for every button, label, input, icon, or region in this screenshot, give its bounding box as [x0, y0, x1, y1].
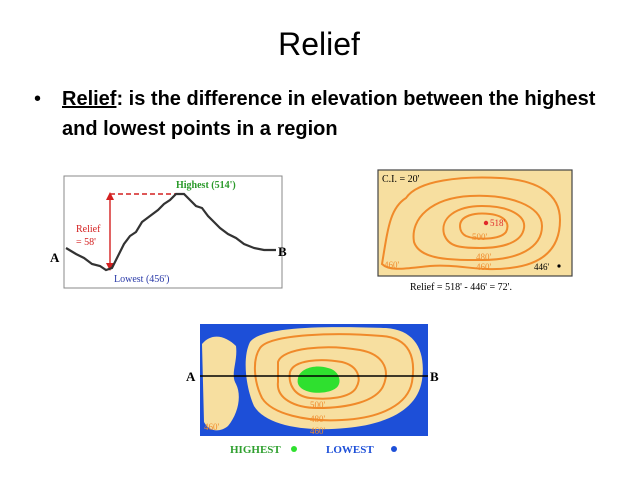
highest-legend-label: HIGHEST [230, 444, 281, 456]
contour-line-460 [380, 176, 562, 271]
bullet-term: Relief [62, 88, 117, 110]
lowest-legend-label: LOWEST [326, 444, 374, 456]
peak-point [483, 220, 489, 226]
bullet-text: Relief: is the difference in elevation b… [62, 84, 617, 144]
relief-label-1: Relief [76, 224, 101, 235]
relief-label-2: = 58' [76, 237, 96, 248]
bullet-body: : is the difference in elevation between… [62, 88, 596, 140]
contour-line-480 [412, 194, 544, 262]
profile-point-a: A [50, 250, 60, 265]
lake-label-500: 500' [310, 400, 326, 410]
lowest-label: Lowest (456') [114, 274, 169, 285]
lowest-legend-dot [391, 446, 397, 452]
contour-label-480: 480' [476, 252, 492, 262]
highest-label: Highest (514') [176, 180, 236, 191]
lake-contour-480 [276, 346, 387, 410]
contour-label-500: 500' [472, 232, 488, 242]
relief-arrow-bottom [106, 263, 114, 271]
relief-caption: Relief = 518' - 446' = 72'. [410, 282, 512, 293]
lake-contour-500 [288, 359, 360, 400]
highest-legend-dot [291, 446, 297, 452]
contour-line-500 [442, 204, 526, 250]
profile-point-b: B [278, 244, 287, 259]
lake-figure: A B 500' 480' 460' 460' HIGHEST LOWEST [186, 324, 439, 456]
contour-label-460-center: 460' [476, 262, 492, 272]
corner-elevation-label: 446' [534, 262, 550, 272]
contour-line-inner [458, 212, 509, 240]
highest-area [297, 366, 340, 393]
lake-label-460-center: 460' [310, 426, 326, 436]
lake-label-460-left: 460' [204, 422, 220, 432]
profile-figure: Highest (514') Relief = 58' Lowest (456'… [50, 175, 287, 289]
peak-label: 518' [490, 218, 506, 228]
left-island [202, 336, 239, 431]
corner-elevation-point [557, 264, 561, 268]
contour-figure: C.I. = 20' 518' 500' 480' 460' 460' 446'… [377, 169, 573, 293]
lake-label-480: 480' [310, 414, 326, 424]
bullet-symbol: • [34, 88, 42, 110]
lake-point-a: A [186, 369, 196, 384]
slide-title: Relief [278, 26, 360, 62]
contour-label-460-left: 460' [384, 260, 400, 270]
contour-interval-label: C.I. = 20' [382, 174, 420, 185]
lake-contour-460 [254, 333, 415, 422]
relief-arrow-top [106, 192, 114, 200]
terrain-profile-line [65, 192, 276, 272]
profile-frame [63, 175, 283, 289]
lake-point-b: B [430, 369, 439, 384]
